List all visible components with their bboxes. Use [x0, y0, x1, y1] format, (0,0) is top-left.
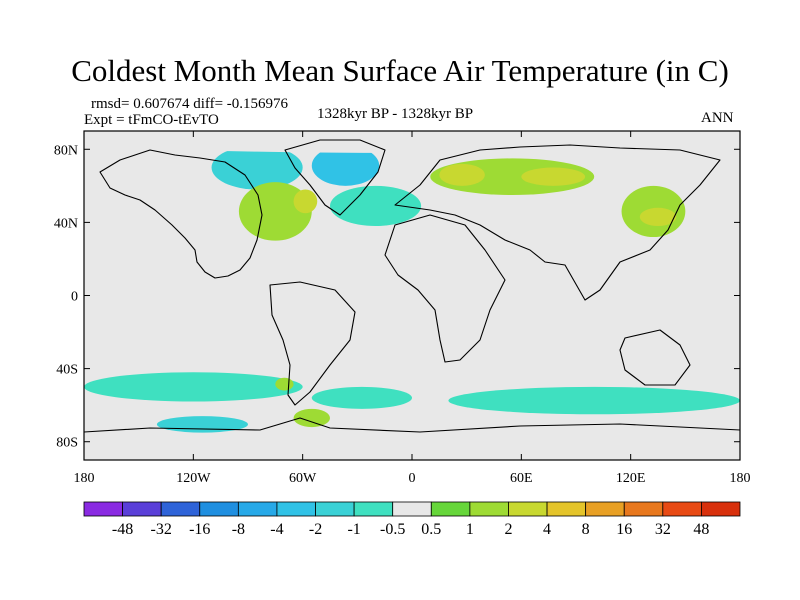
colorbar-swatch: [237, 501, 278, 517]
region-southern-indian-band: [448, 386, 740, 415]
colorbar-label: 32: [655, 521, 671, 538]
x-tick-label: 180: [74, 471, 95, 486]
region-east-asia: [639, 207, 677, 227]
colorbar-swatch: [122, 501, 162, 517]
colorbar-swatch: [276, 501, 316, 517]
region-central-siberia: [521, 167, 586, 186]
colorbar-swatch: [315, 501, 355, 517]
region-arctic-canada: [211, 145, 303, 190]
period-text: 1328kyr BP - 1328kyr BP: [317, 106, 474, 122]
y-tick-label: 40N: [54, 216, 78, 231]
colorbar-swatch: [546, 501, 587, 517]
colorbar-label: -8: [232, 521, 245, 538]
chart-title: Coldest Month Mean Surface Air Temperatu…: [71, 53, 729, 88]
colorbar-swatch: [430, 501, 471, 517]
region-antarctic-peninsula: [293, 408, 330, 428]
colorbar-label: -2: [309, 521, 322, 538]
region-north-pacific: [84, 193, 194, 223]
colorbar-label: 0.5: [421, 521, 441, 538]
region-southern-atlantic: [311, 386, 412, 409]
colorbar-swatch: [508, 501, 548, 517]
x-tick-label: 60W: [289, 471, 317, 486]
colorbar-swatch: [701, 501, 741, 517]
colorbar-swatch: [623, 501, 664, 517]
x-tick-label: 120E: [616, 471, 646, 486]
region-southern-pacific-band: [84, 372, 303, 402]
coastline-australia: [619, 329, 691, 386]
x-tick-label: 60E: [510, 471, 533, 486]
region-antarctic-coast: [84, 412, 740, 442]
colorbar-swatch: [392, 501, 432, 517]
region-north-atlantic: [330, 185, 422, 227]
region-scandinavia: [439, 163, 485, 186]
coastline-africa: [384, 214, 506, 363]
colorbar-swatch: [469, 501, 509, 517]
colorbar-label: 48: [693, 521, 709, 538]
colorbar-swatch: [160, 501, 201, 517]
colorbar-label: 16: [616, 521, 632, 538]
colorbar-swatch: [83, 501, 123, 517]
coastline-eurasia: [394, 144, 721, 301]
region-tropical-pacific: [175, 286, 212, 305]
region-eastern-north-america: [238, 182, 312, 241]
region-arabian-sea: [494, 244, 531, 269]
coastline-south-america: [269, 281, 356, 406]
colorbar-label: 4: [543, 521, 551, 538]
region-southern-chile: [275, 377, 294, 391]
colorbar-label: -16: [189, 521, 210, 538]
region-south-indian-ocean: [512, 332, 576, 351]
coastline-north-america: [99, 149, 263, 279]
region-west-antarctica: [156, 416, 248, 433]
x-tick-label: 180: [730, 471, 751, 486]
colorbar-swatch: [199, 501, 239, 517]
experiment-text: Expt = tFmCO-tEvTO: [84, 112, 219, 128]
season-text: ANN: [701, 110, 734, 126]
colorbar-label: 1: [466, 521, 474, 538]
colorbar-label: -48: [112, 521, 133, 538]
region-labrador: [293, 189, 318, 214]
colorbar-label: -0.5: [380, 521, 405, 538]
colorbar-label: 2: [504, 521, 512, 538]
y-tick-label: 80N: [54, 143, 78, 158]
x-tick-label: 120W: [176, 471, 211, 486]
coastline-greenland: [284, 139, 386, 216]
colorbar-swatch: [585, 501, 625, 517]
stats-text: rmsd= 0.607674 diff= -0.156976: [91, 96, 289, 112]
x-tick-label: 0: [409, 471, 416, 486]
y-tick-label: 80S: [56, 436, 78, 451]
region-greenland: [311, 145, 380, 186]
colorbar-swatch: [353, 501, 394, 517]
region-arctic-ocean: [84, 131, 740, 153]
coastline-antarctica: [84, 417, 740, 433]
colorbar-label: 8: [582, 521, 590, 538]
y-tick-label: 0: [71, 290, 78, 305]
colorbar-label: -1: [347, 521, 360, 538]
colorbar-label: -32: [151, 521, 172, 538]
y-tick-label: 40S: [56, 363, 78, 378]
colorbar-swatch: [662, 501, 702, 517]
colorbar-label: -4: [270, 521, 283, 538]
